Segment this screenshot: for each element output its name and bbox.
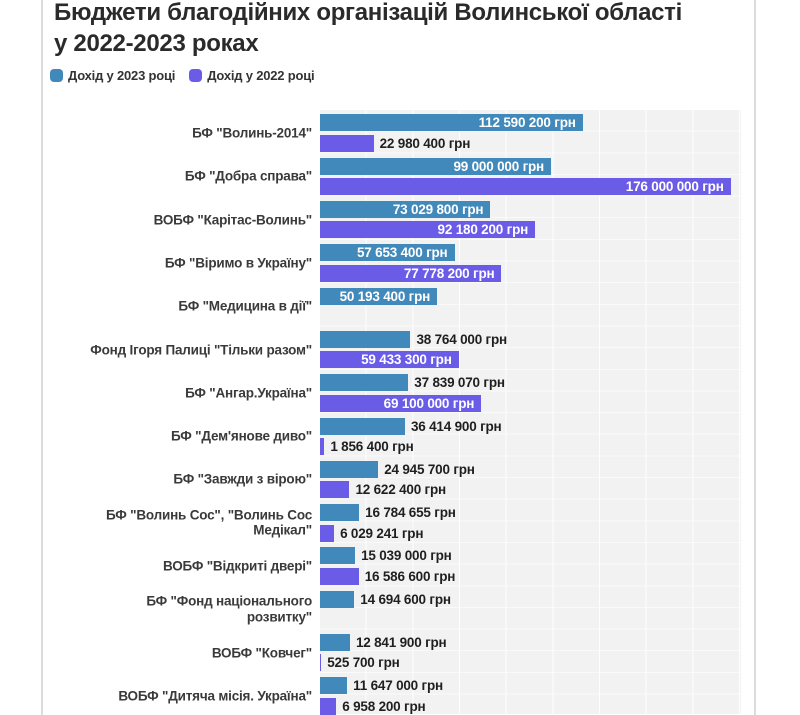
bar-2022-row11[interactable] xyxy=(320,567,359,585)
category-label-row3: ВОБФ "Карітас-Волинь" xyxy=(153,211,313,227)
value-label-2022-row7: 69 100 000 грн xyxy=(383,395,475,411)
bar-2023-row13[interactable] xyxy=(320,634,350,651)
category-label-row6: Фонд Ігоря Палиці "Тільки разом" xyxy=(90,341,312,357)
value-label-2022-row3: 92 180 200 грн xyxy=(437,222,529,238)
value-label-2022-row13: 525 700 грн xyxy=(327,655,400,671)
bar-2023-row4[interactable]: 57 653 400 грн xyxy=(320,244,455,262)
category-label-row8: БФ "Дем'янове диво" xyxy=(170,428,312,444)
bar-2022-row10[interactable] xyxy=(320,524,335,542)
bar-2023-row14[interactable] xyxy=(320,677,348,695)
value-label-2022-row14: 6 958 200 грн xyxy=(342,698,426,714)
category-label-row9: БФ "Завжди з вірою" xyxy=(173,471,312,487)
value-label-2023-row12: 14 694 600 грн xyxy=(360,591,451,607)
value-label-2022-row4: 77 778 200 грн xyxy=(403,265,495,281)
category-label-row1: БФ "Волинь-2014" xyxy=(192,125,312,141)
bar-2022-row8[interactable] xyxy=(320,437,325,455)
bar-2022-row7[interactable]: 69 100 000 грн xyxy=(320,394,482,412)
category-label-row5: БФ "Медицина в дії" xyxy=(178,298,312,314)
value-label-2022-row2: 176 000 000 грн xyxy=(625,179,724,195)
value-label-2023-row14: 11 647 000 грн xyxy=(353,678,443,694)
legend-label-2023: Дохід у 2023 році xyxy=(68,68,176,83)
bar-2023-row12[interactable] xyxy=(320,590,355,608)
value-label-2022-row9: 12 622 400 грн xyxy=(355,482,446,498)
value-label-2023-row3: 73 029 800 грн xyxy=(392,202,484,217)
chart-legend: Дохід у 2023 році Дохід у 2022 році xyxy=(50,68,315,83)
bar-2023-row10[interactable] xyxy=(320,504,360,522)
value-label-2022-row8: 1 856 400 грн xyxy=(330,438,414,454)
value-label-2023-row9: 24 945 700 грн xyxy=(384,461,475,477)
category-label-row4: БФ "Віримо в Україну" xyxy=(164,255,312,271)
bar-2023-row7[interactable] xyxy=(320,374,409,392)
value-label-2023-row11: 15 039 000 грн xyxy=(361,548,452,564)
value-label-2023-row2: 99 000 000 грн xyxy=(453,158,544,174)
value-label-2023-row1: 112 590 200 грн xyxy=(478,115,576,131)
bar-2023-row2[interactable]: 99 000 000 грн xyxy=(320,157,551,175)
category-label-row10: БФ "Волинь Сос", "Волинь Сос Медікал" xyxy=(105,507,312,538)
value-label-2023-row8: 36 414 900 грн xyxy=(410,418,502,434)
value-label-2022-row11: 16 586 600 грн xyxy=(364,568,456,584)
bar-2022-row3[interactable]: 92 180 200 грн xyxy=(320,221,536,239)
chart-title-line2: у 2022-2023 роках xyxy=(54,30,259,57)
bar-2022-row1[interactable] xyxy=(320,134,374,152)
category-label-row7: БФ "Ангар.Україна" xyxy=(185,385,312,401)
category-label-row13: ВОБФ "Ковчег" xyxy=(211,644,312,660)
value-label-2023-row7: 37 839 070 грн xyxy=(414,375,505,391)
value-label-2023-row13: 12 841 900 грн xyxy=(355,635,447,650)
chart-title-line1: Бюджети благодійних організацій Волинськ… xyxy=(54,0,682,26)
bar-2022-row14[interactable] xyxy=(320,697,337,715)
bar-2022-row2[interactable]: 176 000 000 грн xyxy=(320,178,731,196)
category-label-row2: БФ "Добра справа" xyxy=(184,168,312,184)
legend-swatch-2023-icon xyxy=(50,69,63,82)
bar-2023-row6[interactable] xyxy=(320,330,411,348)
category-label-row14: ВОБФ "Дитяча місія. Україна" xyxy=(118,688,312,704)
value-label-2023-row10: 16 784 655 грн xyxy=(365,505,456,521)
bar-2022-row9[interactable] xyxy=(320,481,350,499)
bar-2022-row6[interactable]: 59 433 300 грн xyxy=(320,351,459,369)
bar-2023-row1[interactable]: 112 590 200 грн xyxy=(320,114,583,132)
bar-2022-row13[interactable] xyxy=(320,654,322,672)
legend-label-2022: Дохід у 2022 році xyxy=(207,68,315,83)
right-border-line xyxy=(754,0,756,715)
bar-2023-row11[interactable] xyxy=(320,547,356,565)
value-label-2022-row10: 6 029 241 грн xyxy=(340,525,424,541)
value-label-2023-row4: 57 653 400 грн xyxy=(356,245,448,261)
legend-item-2023: Дохід у 2023 році xyxy=(50,68,175,83)
value-label-2023-row6: 38 764 000 грн xyxy=(416,331,507,347)
bar-2023-row5[interactable]: 50 193 400 грн xyxy=(320,287,438,305)
plot-area: 112 590 200 грн 22 980 400 грн 99 000 000 … xyxy=(320,110,741,715)
legend-swatch-2022-icon xyxy=(189,69,203,82)
value-label-2022-row6: 59 433 300 грн xyxy=(361,352,452,368)
bar-2022-row4[interactable]: 77 778 200 грн xyxy=(320,264,502,282)
left-border-line xyxy=(41,0,43,715)
value-label-2023-row5: 50 193 400 грн xyxy=(339,288,431,304)
bar-2023-row8[interactable] xyxy=(320,417,405,435)
value-label-2022-row1: 22 980 400 грн xyxy=(379,135,471,151)
legend-item-2022: Дохід у 2022 році xyxy=(189,68,315,83)
category-label-row11: ВОБФ "Відкриті двері" xyxy=(163,558,312,574)
category-label-row12: БФ "Фонд національного розвитку" xyxy=(146,593,312,625)
chart-title: Бюджети благодійних організацій Волинськ… xyxy=(54,0,744,59)
bar-2023-row3[interactable]: 73 029 800 грн xyxy=(320,201,491,218)
bar-2023-row9[interactable] xyxy=(320,460,379,478)
